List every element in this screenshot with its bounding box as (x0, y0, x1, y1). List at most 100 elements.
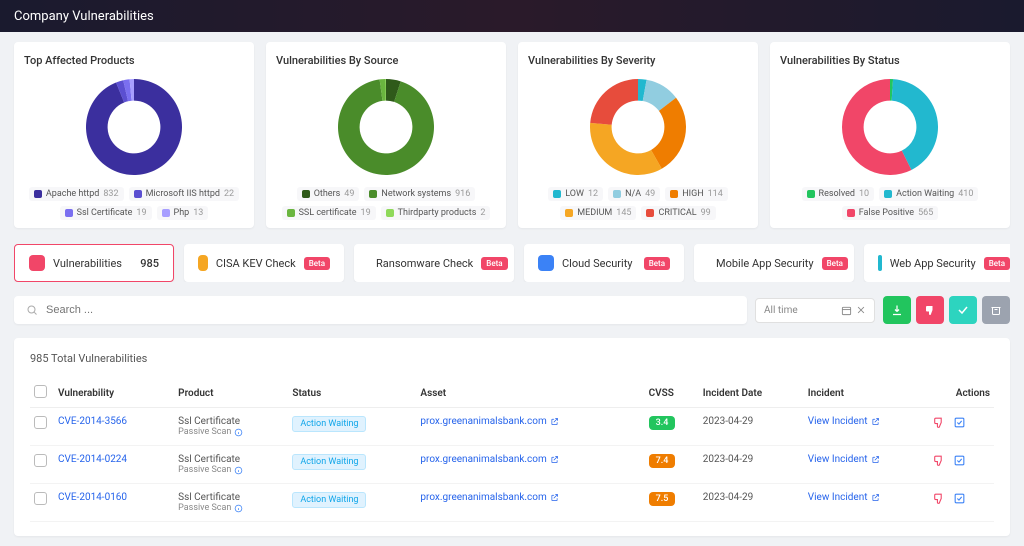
view-incident-link[interactable]: View Incident (808, 454, 880, 465)
search-box[interactable] (14, 296, 747, 324)
archive-button[interactable] (982, 296, 1010, 324)
incident-date: 2023-04-29 (699, 484, 804, 522)
row-check-icon[interactable] (953, 416, 966, 432)
table-column-header: Vulnerability (54, 379, 174, 408)
cve-link[interactable]: CVE-2014-0224 (58, 454, 127, 465)
legend-item[interactable]: Others 49 (297, 187, 360, 201)
legend-label: N/A (625, 189, 641, 199)
chart-card: Vulnerabilities By Status Resolved 10 Ac… (770, 42, 1010, 228)
legend-item[interactable]: SSL certificate 19 (282, 206, 376, 220)
vulnerabilities-table: VulnerabilityProductStatusAssetCVSSIncid… (30, 379, 994, 522)
legend-count: 13 (193, 208, 203, 218)
row-checkbox[interactable] (34, 454, 47, 467)
row-thumbs-down-icon[interactable] (932, 492, 945, 508)
legend-label: Resolved (819, 189, 855, 199)
tab-label: CISA KEV Check (216, 257, 296, 270)
row-checkbox[interactable] (34, 492, 47, 505)
row-checkbox[interactable] (34, 416, 47, 429)
legend-item[interactable]: LOW 12 (548, 187, 603, 201)
legend-label: Php (174, 208, 190, 218)
cve-link[interactable]: CVE-2014-0160 (58, 492, 127, 503)
search-input[interactable] (46, 304, 735, 316)
table-column-header: Actions (928, 379, 994, 408)
legend-count: 99 (701, 208, 711, 218)
tab-cisa-kev-check[interactable]: CISA KEV Check Beta (184, 244, 344, 282)
legend-swatch (807, 190, 815, 198)
cve-link[interactable]: CVE-2014-3566 (58, 416, 127, 427)
status-pill: Action Waiting (292, 416, 366, 432)
product-name: Ssl Certificate (178, 454, 284, 465)
legend-label: HIGH (682, 189, 703, 199)
legend-item[interactable]: CRITICAL 99 (641, 206, 715, 220)
asset-link[interactable]: prox.greenanimalsbank.com (420, 416, 558, 427)
legend-item[interactable]: Php 13 (157, 206, 209, 220)
legend-swatch (162, 209, 170, 217)
legend-item[interactable]: N/A 49 (608, 187, 660, 201)
legend-swatch (670, 190, 678, 198)
legend-count: 832 (103, 189, 118, 199)
legend-count: 19 (361, 208, 371, 218)
date-range-select[interactable]: All time (755, 298, 875, 323)
chart-title: Vulnerabilities By Status (780, 54, 1000, 67)
legend-swatch (553, 190, 561, 198)
legend-swatch (302, 190, 310, 198)
row-check-icon[interactable] (953, 492, 966, 508)
status-pill: Action Waiting (292, 492, 366, 508)
tab-swatch (198, 255, 208, 271)
legend-item[interactable]: Thirdparty products 2 (381, 206, 491, 220)
row-thumbs-down-icon[interactable] (932, 454, 945, 470)
legend-count: 114 (708, 189, 723, 199)
check-button[interactable] (949, 296, 977, 324)
legend-label: CRITICAL (658, 208, 696, 218)
tab-label: Mobile App Security (716, 257, 814, 270)
legend-item[interactable]: False Positive 565 (842, 206, 939, 220)
close-icon[interactable] (856, 305, 866, 315)
asset-link[interactable]: prox.greenanimalsbank.com (420, 454, 558, 465)
tab-cloud-security[interactable]: Cloud Security Beta (524, 244, 684, 282)
main-content: Top Affected Products Apache httpd 832 M… (0, 32, 1024, 546)
legend-item[interactable]: Network systems 916 (364, 187, 475, 201)
status-pill: Action Waiting (292, 454, 366, 470)
table-column-header: Product (174, 379, 288, 408)
legend-count: 410 (958, 189, 973, 199)
thumbs-down-button[interactable] (916, 296, 944, 324)
scan-type: Passive Scan (178, 427, 284, 437)
view-incident-link[interactable]: View Incident (808, 416, 880, 427)
beta-badge: Beta (644, 257, 670, 270)
legend-item[interactable]: Resolved 10 (802, 187, 875, 201)
table-row: CVE-2014-3566 Ssl Certificate Passive Sc… (30, 408, 994, 446)
download-button[interactable] (883, 296, 911, 324)
legend-count: 916 (455, 189, 470, 199)
tab-swatch (538, 255, 554, 271)
legend-label: False Positive (859, 208, 914, 218)
chart-legend: Others 49 Network systems 916 SSL certif… (276, 187, 496, 220)
tab-web-app-security[interactable]: Web App Security Beta (864, 244, 1010, 282)
legend-label: Microsoft IIS httpd (146, 189, 220, 199)
chart-legend: Resolved 10 Action Waiting 410 False Pos… (780, 187, 1000, 220)
cvss-badge: 3.4 (649, 416, 676, 430)
tab-ransomware-check[interactable]: Ransomware Check Beta (354, 244, 514, 282)
beta-badge: Beta (481, 257, 507, 270)
legend-item[interactable]: MEDIUM 145 (560, 206, 636, 220)
date-range-label: All time (764, 305, 798, 316)
legend-count: 49 (645, 189, 655, 199)
select-all-checkbox[interactable] (34, 385, 47, 398)
legend-count: 2 (480, 208, 485, 218)
legend-item[interactable]: Apache httpd 832 (29, 187, 124, 201)
legend-item[interactable]: Action Waiting 410 (879, 187, 978, 201)
legend-item[interactable]: Microsoft IIS httpd 22 (129, 187, 240, 201)
table-column-header: Incident Date (699, 379, 804, 408)
scan-type: Passive Scan (178, 503, 284, 513)
vulnerabilities-table-card: 985 Total Vulnerabilities VulnerabilityP… (14, 338, 1010, 536)
page-title: Company Vulnerabilities (14, 9, 154, 24)
view-incident-link[interactable]: View Incident (808, 492, 880, 503)
chart-card: Vulnerabilities By Severity LOW 12 N/A 4… (518, 42, 758, 228)
row-thumbs-down-icon[interactable] (932, 416, 945, 432)
legend-item[interactable]: HIGH 114 (665, 187, 728, 201)
asset-link[interactable]: prox.greenanimalsbank.com (420, 492, 558, 503)
table-column-header: Status (288, 379, 416, 408)
tab-mobile-app-security[interactable]: Mobile App Security Beta (694, 244, 854, 282)
tab-vulnerabilities[interactable]: Vulnerabilities 985 (14, 244, 174, 282)
row-check-icon[interactable] (953, 454, 966, 470)
legend-item[interactable]: Ssl Certificate 19 (60, 206, 152, 220)
